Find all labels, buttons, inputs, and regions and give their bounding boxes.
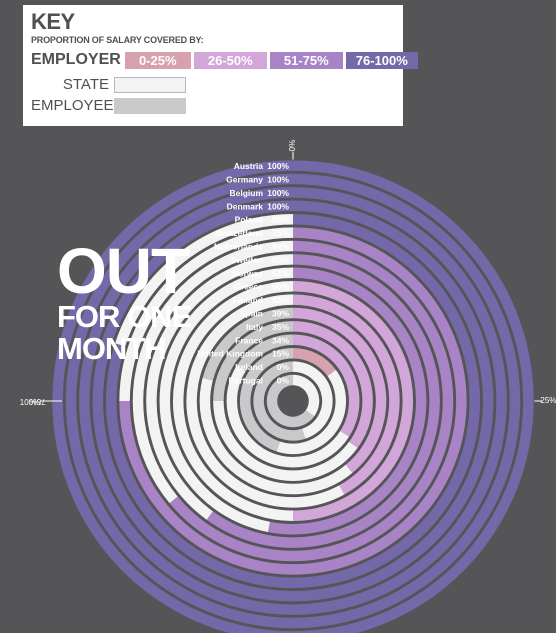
employer-arc-united-kingdom xyxy=(292,347,336,377)
country-label-switzerland: Switzerland xyxy=(216,228,263,238)
country-label-greece: Greece xyxy=(234,282,263,292)
country-label-sweden: Sweden xyxy=(231,255,263,265)
headline-line1: OUT xyxy=(57,235,190,307)
employer-arc-switzerland xyxy=(119,227,467,575)
key-employee-label: EMPLOYEE xyxy=(31,97,114,114)
country-label-spain: Spain xyxy=(240,309,263,319)
value-label-austria: 100% xyxy=(267,161,289,171)
employer-arc-norway xyxy=(268,267,427,535)
country-label-italy: Italy xyxy=(246,322,263,332)
value-label-spain: 39% xyxy=(272,309,289,319)
state-arc-italy xyxy=(213,400,358,481)
employer-arc-finland xyxy=(292,294,400,495)
employee-arc-portugal xyxy=(266,374,315,428)
value-label-finland: 42% xyxy=(272,295,289,305)
key-employer-row: EMPLOYER 0-25% 26-50% 51-75% 76-100% xyxy=(31,51,421,69)
value-label-portugal: 0% xyxy=(277,376,290,386)
key-band-76-100: 76-100% xyxy=(345,51,418,69)
value-label-united-kingdom: 15% xyxy=(272,349,289,359)
key-band-26-50: 26-50% xyxy=(193,51,267,69)
key-band-0-25: 0-25% xyxy=(124,51,191,69)
key-title: KEY xyxy=(31,9,75,34)
state-arc-norway xyxy=(159,267,294,533)
employee-arc-united-kingdom xyxy=(239,347,294,452)
value-label-denmark: 100% xyxy=(267,201,289,211)
state-arc-netherlands xyxy=(132,240,294,504)
key-employee-row: EMPLOYEE xyxy=(31,97,189,114)
state-arc-switzerland xyxy=(119,227,294,402)
country-label-finland: Finland xyxy=(233,295,263,305)
value-label-netherlands: 64% xyxy=(272,242,289,252)
key-band-51-75: 51-75% xyxy=(269,51,343,69)
country-label-portugal: Portugal xyxy=(229,376,263,386)
country-label-poland: Poland xyxy=(235,215,263,225)
state-arc-finland xyxy=(186,294,345,508)
state-arc-poland xyxy=(115,213,294,347)
scale-label-75: 75% xyxy=(30,397,46,406)
value-label-italy: 35% xyxy=(272,322,289,332)
state-arc-united-kingdom xyxy=(276,369,347,455)
key-employer-label: EMPLOYER xyxy=(31,51,121,68)
employer-arc-germany xyxy=(65,173,521,629)
country-label-france: France xyxy=(235,335,263,345)
state-arc-spain xyxy=(199,377,353,495)
employer-arc-denmark xyxy=(92,200,494,602)
key-employee-swatch xyxy=(114,97,186,114)
headline: OUT FOR ONE MONTH xyxy=(57,235,192,366)
value-label-belgium: 100% xyxy=(267,188,289,198)
value-label-sweden: 60% xyxy=(272,255,289,265)
employer-arc-france xyxy=(292,334,360,437)
state-arc-portugal xyxy=(292,374,320,417)
country-label-netherlands: Netherlands xyxy=(214,242,263,252)
value-label-poland: 80% xyxy=(272,215,289,225)
employer-arc-spain xyxy=(292,307,387,473)
employee-arc-ireland xyxy=(253,361,306,441)
state-arc-ireland xyxy=(292,361,333,439)
country-label-germany: Germany xyxy=(226,175,263,185)
headline-line3: MONTH xyxy=(57,330,167,366)
value-label-greece: 50% xyxy=(272,282,289,292)
state-arc-greece xyxy=(173,280,294,522)
scale-label-0: 0% xyxy=(288,140,297,152)
employer-arc-sweden xyxy=(206,254,440,548)
value-label-switzerland: 75% xyxy=(272,228,289,238)
country-label-austria: Austria xyxy=(234,161,264,171)
employer-arc-netherlands xyxy=(169,240,454,562)
key-subtitle: PROPORTION OF SALARY COVERED BY: xyxy=(31,35,204,45)
employee-arc-spain xyxy=(202,307,294,381)
scale-label-100: 100% xyxy=(20,398,40,407)
country-label-denmark: Denmark xyxy=(227,201,264,211)
value-label-ireland: 0% xyxy=(277,362,290,372)
value-label-norway: 53% xyxy=(272,268,289,278)
value-label-germany: 100% xyxy=(267,175,289,185)
employer-arc-belgium xyxy=(79,187,507,615)
employer-arc-italy xyxy=(292,321,373,448)
country-label-ireland: Ireland xyxy=(235,362,263,372)
employer-arc-poland xyxy=(105,213,481,589)
employer-arc-greece xyxy=(292,280,413,522)
key-panel: KEY PROPORTION OF SALARY COVERED BY: EMP… xyxy=(23,5,418,126)
headline-line2: FOR ONE xyxy=(57,299,192,335)
key-state-row: STATE xyxy=(31,76,189,93)
scale-label-25: 25% xyxy=(540,396,556,405)
value-label-france: 34% xyxy=(272,335,289,345)
key-state-swatch xyxy=(114,76,186,93)
employer-arc-austria xyxy=(52,160,534,633)
state-arc-france xyxy=(226,365,350,468)
country-label-belgium: Belgium xyxy=(229,188,263,198)
country-label-norway: Norway xyxy=(232,268,263,278)
employee-arc-italy xyxy=(213,321,294,402)
state-arc-sweden xyxy=(146,254,294,520)
employee-arc-france xyxy=(236,334,294,372)
country-label-united-kingdom: United Kingdom xyxy=(197,349,263,359)
key-state-label: STATE xyxy=(62,76,109,93)
